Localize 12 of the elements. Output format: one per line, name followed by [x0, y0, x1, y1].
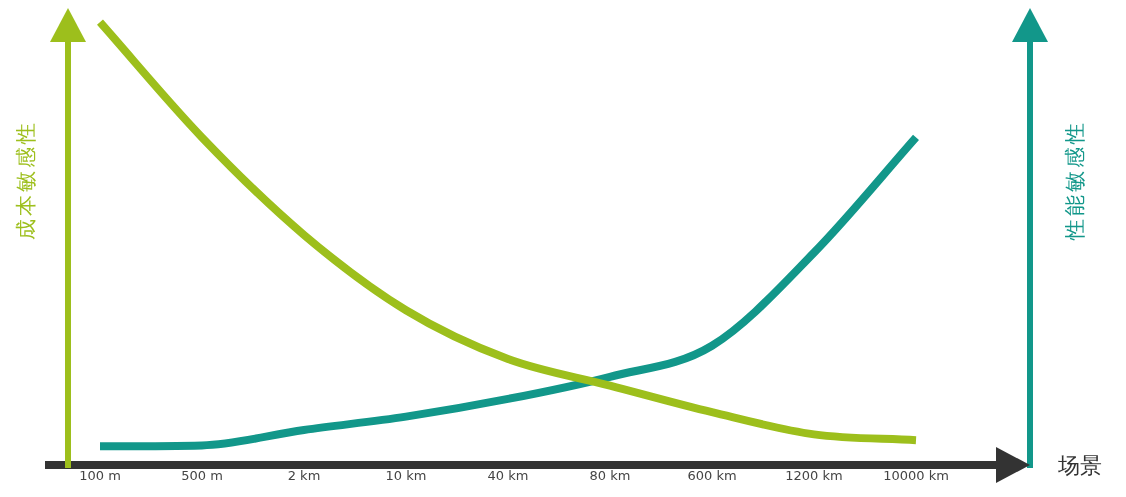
x-tick-label: 10 km	[385, 467, 427, 483]
x-tick-label: 80 km	[589, 467, 631, 483]
x-tick-label: 1200 km	[785, 467, 843, 483]
y-axis-title: 成本敏感性	[14, 119, 38, 242]
x-tick-label: 600 km	[687, 467, 737, 483]
y2-axis-title: 性能敏感性	[1063, 119, 1087, 243]
x-tick-label: 10000 km	[883, 467, 949, 483]
x-tick-label: 2 km	[287, 467, 321, 483]
x-axis-title: 场景	[1058, 452, 1102, 481]
x-tick-label: 500 m	[181, 467, 223, 483]
x-tick-label: 40 km	[487, 467, 529, 483]
x-tick-label: 100 m	[79, 467, 121, 483]
